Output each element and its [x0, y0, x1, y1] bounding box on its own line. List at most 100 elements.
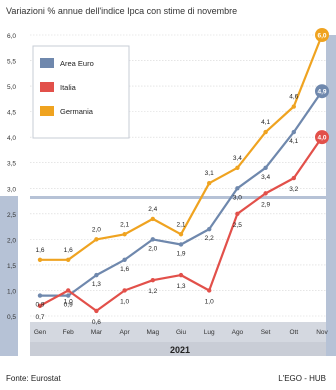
data-label-germania: 6,0	[317, 33, 326, 40]
point-area_euro	[37, 293, 43, 298]
y-tick-label: 5,0	[7, 84, 16, 91]
x-tick-label: Apr	[120, 329, 131, 336]
data-label-germania: 1,6	[64, 247, 73, 254]
data-label-area_euro: 4,1	[289, 138, 298, 145]
data-label-area_euro: 3,4	[261, 174, 270, 181]
point-area_euro	[263, 165, 268, 171]
point-germania	[37, 257, 43, 262]
point-germania	[94, 237, 99, 242]
data-label-italia: 1,0	[64, 298, 73, 305]
y-tick-label: 6,0	[7, 33, 16, 40]
point-italia	[207, 288, 212, 293]
point-area_euro	[66, 293, 71, 298]
data-label-italia: 3,2	[289, 186, 298, 193]
legend-label-area_euro: Area Euro	[60, 59, 94, 68]
point-germania	[178, 232, 184, 237]
point-area_euro	[235, 186, 240, 191]
point-germania	[291, 104, 296, 109]
point-area_euro	[178, 242, 184, 247]
data-label-germania: 4,1	[261, 119, 270, 126]
data-label-area_euro: 3,0	[233, 194, 242, 201]
data-label-germania: 2,4	[148, 206, 157, 213]
legend-label-italia: Italia	[60, 83, 77, 92]
legend-label-germania: Germania	[60, 107, 94, 116]
data-label-area_euro: 1,6	[120, 266, 129, 273]
data-label-germania: 4,6	[289, 94, 298, 101]
data-label-germania: 1,6	[35, 247, 44, 254]
point-italia	[291, 175, 296, 181]
point-area_euro	[291, 129, 296, 135]
point-italia	[150, 278, 155, 283]
data-label-germania: 2,1	[120, 221, 129, 228]
point-germania	[207, 180, 212, 186]
data-label-italia: 0,7	[35, 314, 44, 321]
y-tick-label: 5,5	[7, 59, 16, 66]
point-germania	[263, 129, 268, 135]
chart-title: Variazioni % annue dell'indice Ipca con …	[6, 6, 238, 16]
data-label-italia: 1,0	[205, 298, 214, 305]
data-label-italia: 0,6	[92, 319, 101, 326]
legend-swatch-italia	[40, 82, 54, 92]
source-note: Fonte: Eurostat	[6, 374, 61, 383]
data-label-area_euro: 4,9	[317, 89, 326, 96]
y-tick-label: 1,0	[7, 288, 16, 295]
y-tick-label: 3,0	[7, 186, 16, 193]
year-label: 2021	[170, 345, 190, 355]
data-label-italia: 1,2	[148, 288, 157, 295]
legend-swatch-germania	[40, 106, 54, 116]
data-label-area_euro: 0,9	[35, 302, 44, 309]
point-area_euro	[207, 226, 212, 232]
point-italia	[178, 272, 184, 278]
frame-left	[0, 196, 18, 356]
data-label-italia: 4,0	[317, 135, 326, 142]
month-band	[30, 322, 326, 342]
frame-top-band	[30, 196, 326, 199]
y-tick-label: 1,5	[7, 263, 16, 270]
data-label-italia: 2,9	[261, 201, 270, 208]
data-label-italia: 2,5	[233, 222, 242, 229]
x-tick-label: Giu	[176, 329, 187, 336]
x-tick-label: Gen	[34, 329, 47, 336]
point-italia	[66, 288, 71, 293]
y-tick-label: 4,5	[7, 110, 16, 117]
point-germania	[235, 165, 240, 171]
point-germania	[150, 216, 155, 222]
x-tick-label: Nov	[316, 329, 328, 336]
data-label-germania: 2,0	[92, 226, 101, 233]
y-tick-label: 4,0	[7, 135, 16, 142]
point-area_euro	[122, 257, 127, 262]
data-label-germania: 3,4	[233, 155, 242, 162]
data-label-area_euro: 1,3	[92, 281, 101, 288]
credit-note: L'EGO - HUB	[278, 374, 326, 383]
x-tick-label: Ago	[232, 329, 244, 336]
end-point-italia	[315, 130, 329, 145]
data-label-area_euro: 2,2	[205, 235, 214, 242]
y-tick-label: 3,5	[7, 161, 16, 168]
point-italia	[94, 308, 99, 314]
point-germania	[122, 232, 127, 237]
end-point-area_euro	[315, 84, 329, 99]
point-area_euro	[94, 272, 99, 278]
point-italia	[37, 303, 43, 308]
point-italia	[122, 288, 127, 293]
data-label-italia: 1,0	[120, 298, 129, 305]
data-label-germania: 3,1	[205, 170, 214, 177]
x-tick-label: Feb	[63, 329, 75, 336]
year-band	[30, 342, 326, 356]
legend-swatch-area_euro	[40, 58, 54, 68]
x-tick-label: Ott	[289, 329, 298, 336]
frame-right	[326, 35, 336, 356]
data-label-area_euro: 2,0	[148, 245, 157, 252]
x-tick-label: Mag	[146, 329, 159, 336]
data-label-germania: 2,1	[176, 221, 185, 228]
x-tick-label: Set	[261, 329, 271, 336]
end-point-germania	[315, 28, 329, 42]
y-tick-label: 0,5	[7, 314, 16, 321]
data-label-area_euro: 1,9	[176, 250, 185, 257]
point-italia	[263, 191, 268, 196]
data-label-italia: 1,3	[176, 283, 185, 290]
x-tick-label: Mar	[91, 329, 103, 336]
y-tick-label: 2,0	[7, 237, 16, 244]
point-area_euro	[150, 237, 155, 242]
